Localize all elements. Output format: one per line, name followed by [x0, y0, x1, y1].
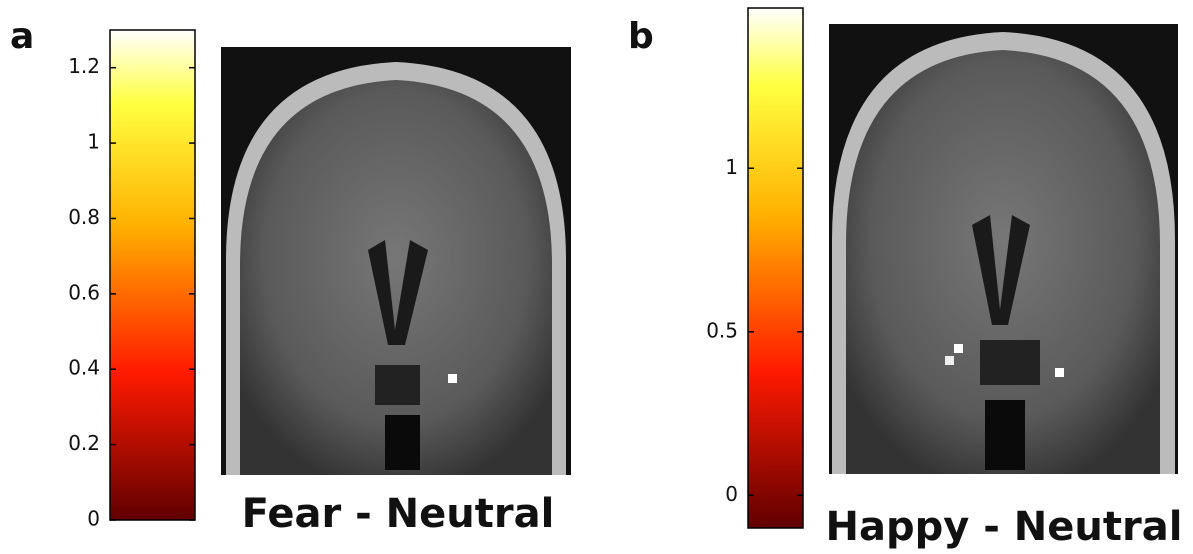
tick-label: 0.2 — [68, 431, 100, 455]
tick-label: 0.8 — [68, 205, 100, 229]
brain-image — [829, 24, 1178, 474]
caption: Happy - Neutral — [826, 504, 1183, 550]
colorbar — [110, 30, 195, 520]
colorbar — [748, 8, 803, 528]
tick-label: 0 — [725, 482, 738, 506]
tick-label: 1 — [87, 130, 100, 154]
tick-label: 1.2 — [68, 54, 100, 78]
brain-image — [221, 47, 571, 475]
panel-label: b — [628, 16, 654, 57]
tick-label: 0 — [87, 507, 100, 531]
caption: Fear - Neutral — [242, 491, 555, 537]
panel-label: a — [10, 16, 34, 57]
tick-label: 0.6 — [68, 280, 100, 304]
tick-label: 0.4 — [68, 356, 100, 380]
tick-label: 1 — [725, 155, 738, 179]
tick-label: 0.5 — [706, 318, 738, 342]
figure: a 0 0.2 0.4 0.6 0.8 1 1.2 Fear - Neutral b 0 0.5 1 Ha… — [0, 0, 1193, 554]
